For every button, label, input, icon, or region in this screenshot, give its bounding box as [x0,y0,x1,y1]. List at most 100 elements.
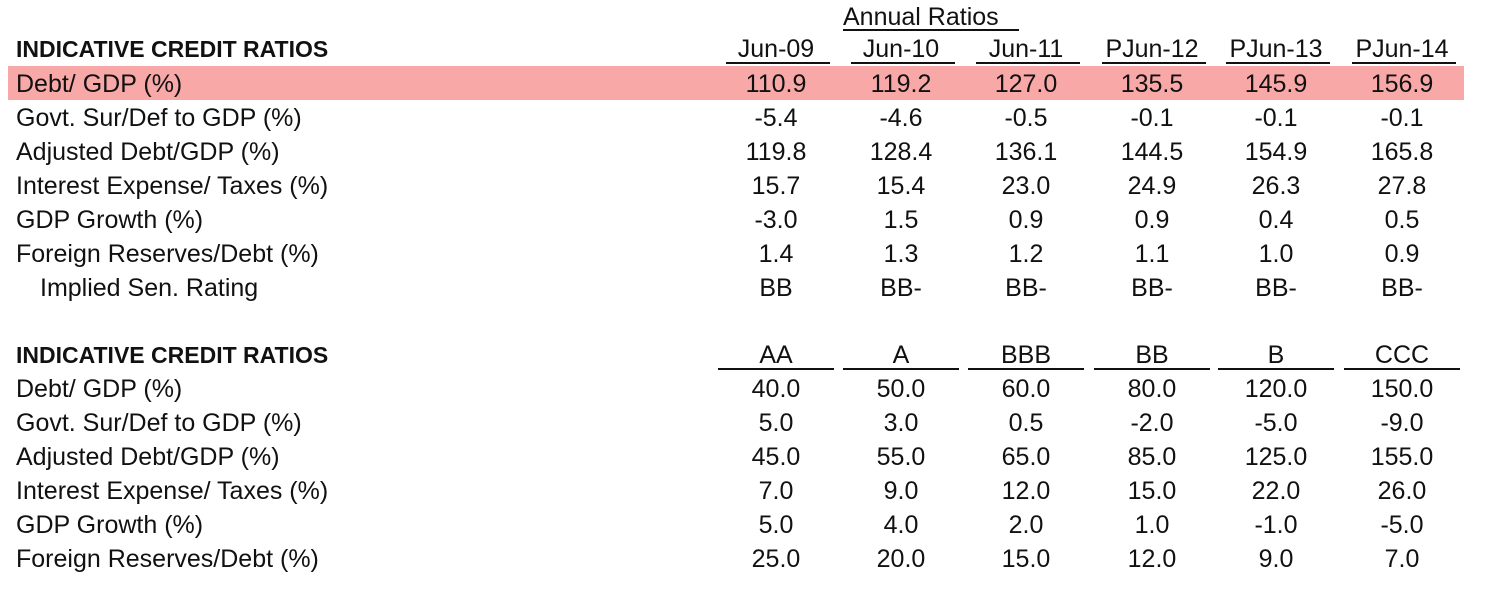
table2-row-label: Foreign Reserves/Debt (%) [16,545,319,573]
table2-column-underline [968,368,1084,370]
table2-cell: 25.0 [751,545,801,573]
table1-cell: -4.6 [879,104,923,132]
table2-column-underline [1094,368,1210,370]
table2-cell: 120.0 [1244,375,1308,403]
table1-row-label: Govt. Sur/Def to GDP (%) [16,104,302,132]
table1-column-header: PJun-14 [1355,35,1449,63]
table1-cell: 1.2 [1008,240,1044,268]
table1-cell: -0.5 [1004,104,1048,132]
table2-row-label: Interest Expense/ Taxes (%) [16,477,329,505]
table2-cell: 12.0 [1127,545,1177,573]
table1-cell: 26.3 [1251,172,1301,200]
table1-row-label: Debt/ GDP (%) [16,70,183,98]
table2-cell: 0.5 [1008,409,1044,437]
table2-column-header: AA [759,341,793,369]
table2-cell: 7.0 [1384,545,1420,573]
table1-cell: 165.8 [1370,138,1434,166]
table2-cell: 4.0 [883,511,919,539]
table2-cell: 9.0 [883,477,919,505]
table2-cell: 55.0 [876,443,926,471]
table2-column-header: B [1267,341,1285,369]
table1-column-underline [1226,62,1330,64]
table2-cell: 5.0 [758,409,794,437]
table1-cell: 15.4 [876,172,926,200]
table1-column-underline [1102,62,1206,64]
table1-cell: -0.1 [1380,104,1424,132]
table1-cell: 24.9 [1127,172,1177,200]
table2-row-label: Adjusted Debt/GDP (%) [16,443,280,471]
table2-column-header: A [892,341,910,369]
table1-cell: 136.1 [994,138,1058,166]
table2-cell: 20.0 [876,545,926,573]
table2-column-underline [843,368,959,370]
table2-row-label: GDP Growth (%) [16,511,204,539]
table1-cell: 1.3 [883,240,919,268]
table1-cell: 0.5 [1384,206,1420,234]
table1-cell: 0.4 [1258,206,1294,234]
table2-cell: 3.0 [883,409,919,437]
table2-column-underline [1218,368,1334,370]
group-title: Annual Ratios [843,3,999,31]
table2-cell: 15.0 [1127,477,1177,505]
table1-cell: -0.1 [1130,104,1174,132]
table1-cell: 0.9 [1384,240,1420,268]
group-title-underline [843,29,1019,31]
table2-cell: 12.0 [1001,477,1051,505]
table2-column-underline [718,368,834,370]
table1-cell: 23.0 [1001,172,1051,200]
table1-row-label: Interest Expense/ Taxes (%) [16,172,329,200]
table1-cell: 145.9 [1244,70,1308,98]
table1-cell: BB- [880,274,922,302]
table1-row-label: Foreign Reserves/Debt (%) [16,240,319,268]
table1-row-label: Adjusted Debt/GDP (%) [16,138,280,166]
table1-cell: BB- [1381,274,1423,302]
table1-cell: 0.9 [1134,206,1170,234]
table1-cell: BB- [1005,274,1047,302]
table2-cell: 22.0 [1251,477,1301,505]
table2-cell: 80.0 [1127,375,1177,403]
table1-row-label: Implied Sen. Rating [40,274,259,302]
table2-column-underline [1344,368,1460,370]
table2-cell: 45.0 [751,443,801,471]
table1-column-header: PJun-13 [1229,35,1323,63]
table1-cell: BB- [1131,274,1173,302]
table1-cell: 156.9 [1370,70,1434,98]
table1-cell: -5.4 [754,104,798,132]
table1-cell: 27.8 [1377,172,1427,200]
table2-cell: 9.0 [1258,545,1294,573]
table2-cell: 150.0 [1370,375,1434,403]
table1-cell: 15.7 [751,172,801,200]
table2-cell: 5.0 [758,511,794,539]
table2-title: INDICATIVE CREDIT RATIOS [16,342,329,368]
table2-cell: 50.0 [876,375,926,403]
table1-row-label: GDP Growth (%) [16,206,204,234]
table2-column-header: BB [1135,341,1169,369]
table2-column-header: CCC [1374,341,1430,369]
table1-column-underline [1352,62,1456,64]
table1-cell: 0.9 [1008,206,1044,234]
table2-cell: 60.0 [1001,375,1051,403]
table1-column-header: Jun-10 [862,35,940,63]
table1-title: INDICATIVE CREDIT RATIOS [16,36,329,62]
table2-cell: 7.0 [758,477,794,505]
table2-cell: -5.0 [1254,409,1298,437]
table2-row-label: Govt. Sur/Def to GDP (%) [16,409,302,437]
table2-cell: 85.0 [1127,443,1177,471]
table2-column-header: BBB [1000,341,1052,369]
table1-column-header: Jun-11 [988,35,1064,63]
table1-cell: 144.5 [1120,138,1184,166]
table1-cell: 1.0 [1258,240,1294,268]
table1-cell: BB [759,274,793,302]
table2-cell: 2.0 [1008,511,1044,539]
table1-cell: 1.4 [758,240,794,268]
table1-cell: 127.0 [994,70,1058,98]
table1-cell: 110.9 [745,70,807,98]
table1-cell: 154.9 [1244,138,1308,166]
table2-cell: 26.0 [1377,477,1427,505]
table2-cell: 125.0 [1244,443,1308,471]
table1-cell: 119.8 [745,138,807,166]
table2-cell: -5.0 [1380,511,1424,539]
table2-cell: -2.0 [1130,409,1174,437]
highlighted-row-background [8,66,1464,100]
